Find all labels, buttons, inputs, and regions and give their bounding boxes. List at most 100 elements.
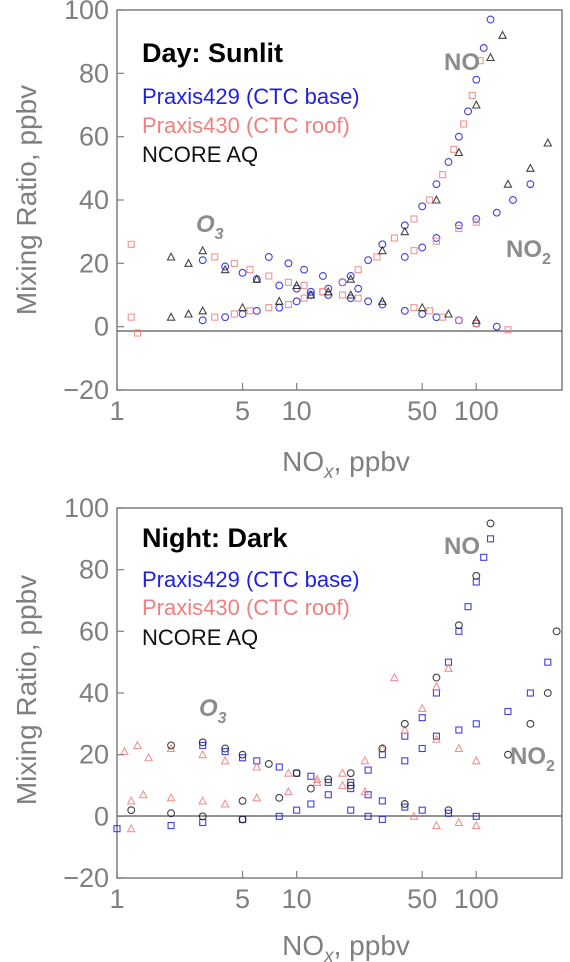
data-point-day	[221, 313, 230, 322]
x-ticks-day: 1 5 10 50 100	[109, 383, 499, 426]
data-point-night	[126, 795, 136, 805]
data-point-day	[127, 313, 135, 321]
data-point-night	[324, 791, 332, 799]
data-point-day	[346, 274, 356, 283]
data-point-night	[544, 658, 552, 666]
data-point-night	[364, 812, 372, 820]
data-point-night	[220, 755, 230, 765]
x-tick-label-day: 10	[282, 396, 312, 426]
data-point-day	[230, 259, 238, 267]
data-point-day	[346, 272, 355, 280]
data-point-day	[377, 296, 387, 305]
data-point-night	[119, 746, 129, 756]
data-point-day	[306, 290, 316, 299]
data-point-night	[526, 689, 534, 697]
data-point-night	[220, 799, 230, 808]
annotation-no-day: NO	[444, 49, 480, 76]
data-point-night	[378, 815, 386, 823]
data-point-day	[246, 307, 254, 315]
data-point-day	[346, 290, 356, 299]
data-point-night	[431, 681, 441, 691]
data-point-night	[472, 578, 480, 586]
data-point-day	[166, 252, 176, 261]
data-point-night	[400, 719, 409, 728]
data-point-night	[409, 811, 419, 820]
points-night	[113, 519, 561, 833]
data-point-night	[275, 793, 284, 802]
data-point-night	[346, 781, 355, 790]
data-point-night	[400, 725, 410, 734]
data-point-day	[238, 310, 247, 318]
data-point-day	[471, 100, 481, 109]
annotation-no2-day: NO2	[506, 236, 551, 268]
data-point-day	[292, 297, 301, 306]
data-point-day	[338, 278, 347, 286]
data-point-night	[337, 768, 348, 777]
data-point-day	[306, 287, 315, 296]
data-point-day	[238, 302, 248, 312]
data-point-day	[492, 208, 501, 217]
y-tick-label-night: 80	[79, 555, 109, 585]
data-point-night	[432, 673, 441, 682]
data-point-night	[472, 720, 480, 728]
data-point-day	[265, 304, 273, 312]
data-point-night	[432, 732, 440, 740]
data-point-day	[400, 253, 409, 261]
data-point-day	[410, 247, 418, 255]
data-point-day	[418, 243, 427, 252]
data-point-night	[360, 786, 370, 796]
data-point-night	[132, 740, 142, 749]
annotation-no2-night: NO2	[510, 743, 555, 775]
data-point-day	[338, 291, 347, 299]
data-point-day	[400, 306, 409, 315]
data-point-night	[480, 553, 488, 561]
x-tick-label-day: 50	[407, 396, 437, 426]
data-point-night	[444, 809, 453, 817]
data-point-day	[284, 300, 292, 309]
annotation-no-night: NO	[444, 533, 480, 560]
x-tick-label-day: 1	[109, 396, 124, 426]
data-point-night	[252, 792, 262, 802]
data-point-day	[454, 147, 464, 157]
data-point-day	[454, 132, 463, 141]
y-tick-label-night: 100	[64, 493, 109, 523]
data-point-day	[418, 202, 427, 211]
data-point-day	[417, 302, 427, 312]
chart-night: 1 5 10 50 100 −20 0 20 40 60 80 100 Night: Dark Pr…	[11, 493, 563, 962]
x-tick-label-night: 50	[407, 884, 437, 914]
legend-praxis429-night: Praxis429 (CTC base)	[142, 567, 360, 592]
data-point-night	[432, 689, 440, 697]
data-point-day	[166, 312, 176, 321]
data-point-night	[389, 672, 399, 682]
data-point-night	[144, 752, 154, 762]
data-point-night	[347, 778, 355, 786]
data-point-day	[485, 52, 496, 62]
chart-title-day: Day: Sunlit	[142, 38, 283, 68]
data-point-night	[239, 754, 247, 762]
legend-ncore-day: NCORE AQ	[142, 142, 258, 167]
data-point-night	[378, 744, 387, 753]
data-point-night	[167, 809, 176, 818]
data-point-day	[432, 313, 441, 322]
data-point-day	[410, 304, 418, 312]
data-point-day	[439, 171, 447, 179]
data-point-day	[479, 44, 488, 52]
data-point-night	[418, 714, 426, 722]
data-point-day	[274, 296, 284, 305]
data-point-night	[283, 768, 293, 777]
data-point-night	[471, 820, 481, 830]
data-point-night	[486, 535, 495, 543]
data-point-day	[364, 297, 373, 306]
data-point-day	[211, 313, 219, 321]
data-point-day	[275, 303, 284, 312]
data-point-day	[364, 256, 373, 265]
data-point-night	[167, 822, 175, 830]
data-point-night	[292, 769, 301, 778]
data-point-night	[166, 792, 176, 802]
data-point-day	[410, 215, 418, 223]
data-point-day	[183, 309, 194, 318]
data-point-night	[138, 789, 148, 799]
data-point-night	[337, 780, 348, 790]
data-point-night	[454, 817, 464, 827]
data-point-day	[221, 262, 230, 271]
